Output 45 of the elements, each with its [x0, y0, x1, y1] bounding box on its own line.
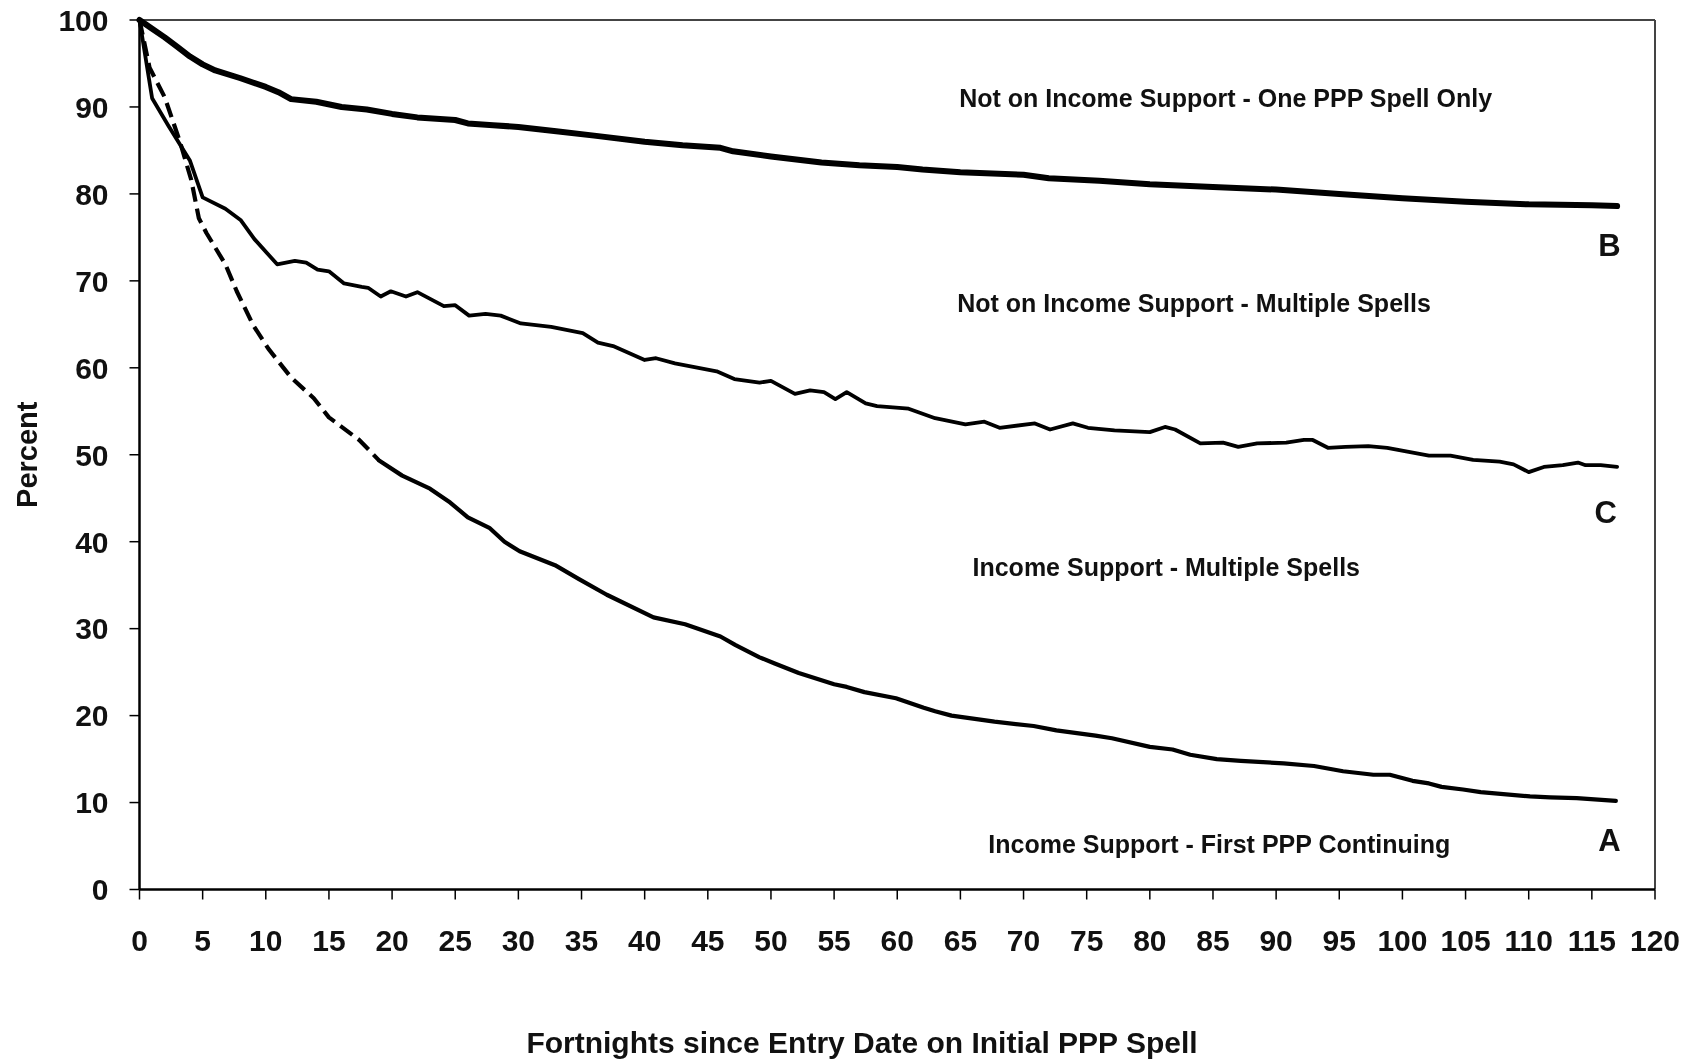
y-axis-title: Percent: [11, 401, 43, 508]
x-tick-label: 90: [1259, 923, 1293, 957]
annotation: B: [1598, 227, 1621, 263]
y-tick-label: 0: [91, 873, 109, 907]
x-tick-label: 5: [194, 923, 211, 957]
x-tick-label: 35: [564, 923, 599, 957]
x-tick-label: 110: [1504, 923, 1553, 957]
annotation: Income Support - First PPP Continuing: [988, 829, 1451, 858]
annotation: Income Support - Multiple Spells: [972, 552, 1361, 581]
annotation: A: [1598, 823, 1621, 859]
y-tick-label: 90: [75, 90, 109, 124]
annotation: Not on Income Support - Multiple Spells: [957, 289, 1431, 318]
y-tick-label: 20: [75, 699, 109, 733]
x-tick-label: 50: [754, 923, 788, 957]
annotation: Not on Income Support - One PPP Spell Only: [959, 83, 1493, 112]
x-tick-label: 45: [691, 923, 725, 957]
x-tick-label: 10: [249, 923, 283, 957]
y-tick-label: 10: [75, 786, 109, 820]
x-tick-label: 20: [375, 923, 409, 957]
y-tick-label: 30: [75, 612, 109, 646]
x-axis-title: Fortnights since Entry Date on Initial PPP Spell: [526, 1026, 1198, 1059]
x-tick-label: 55: [817, 923, 851, 957]
x-tick-label: 60: [880, 923, 914, 957]
y-tick-label: 80: [75, 177, 109, 211]
x-tick-label: 75: [1070, 923, 1104, 957]
x-tick-label: 0: [131, 923, 148, 957]
annotation: C: [1594, 494, 1617, 530]
y-tick-label: 60: [75, 351, 109, 385]
x-tick-label: 30: [501, 923, 536, 957]
y-tick-label: 50: [75, 438, 109, 472]
x-tick-label: 120: [1629, 923, 1681, 957]
x-tick-label: 15: [312, 923, 346, 957]
x-tick-label: 65: [943, 923, 978, 957]
x-tick-label: 80: [1133, 923, 1167, 957]
x-tick-label: 70: [1006, 923, 1041, 957]
x-tick-label: 115: [1567, 923, 1617, 957]
y-tick-label: 70: [75, 264, 109, 298]
x-tick-label: 40: [627, 923, 662, 957]
x-tick-label: 100: [1377, 923, 1428, 957]
y-tick-label: 40: [75, 525, 109, 559]
y-tick-label: 100: [58, 3, 109, 37]
x-tick-label: 105: [1440, 923, 1491, 957]
x-tick-label: 25: [438, 923, 472, 957]
x-tick-label: 85: [1196, 923, 1230, 957]
x-tick-label: 95: [1322, 923, 1356, 957]
